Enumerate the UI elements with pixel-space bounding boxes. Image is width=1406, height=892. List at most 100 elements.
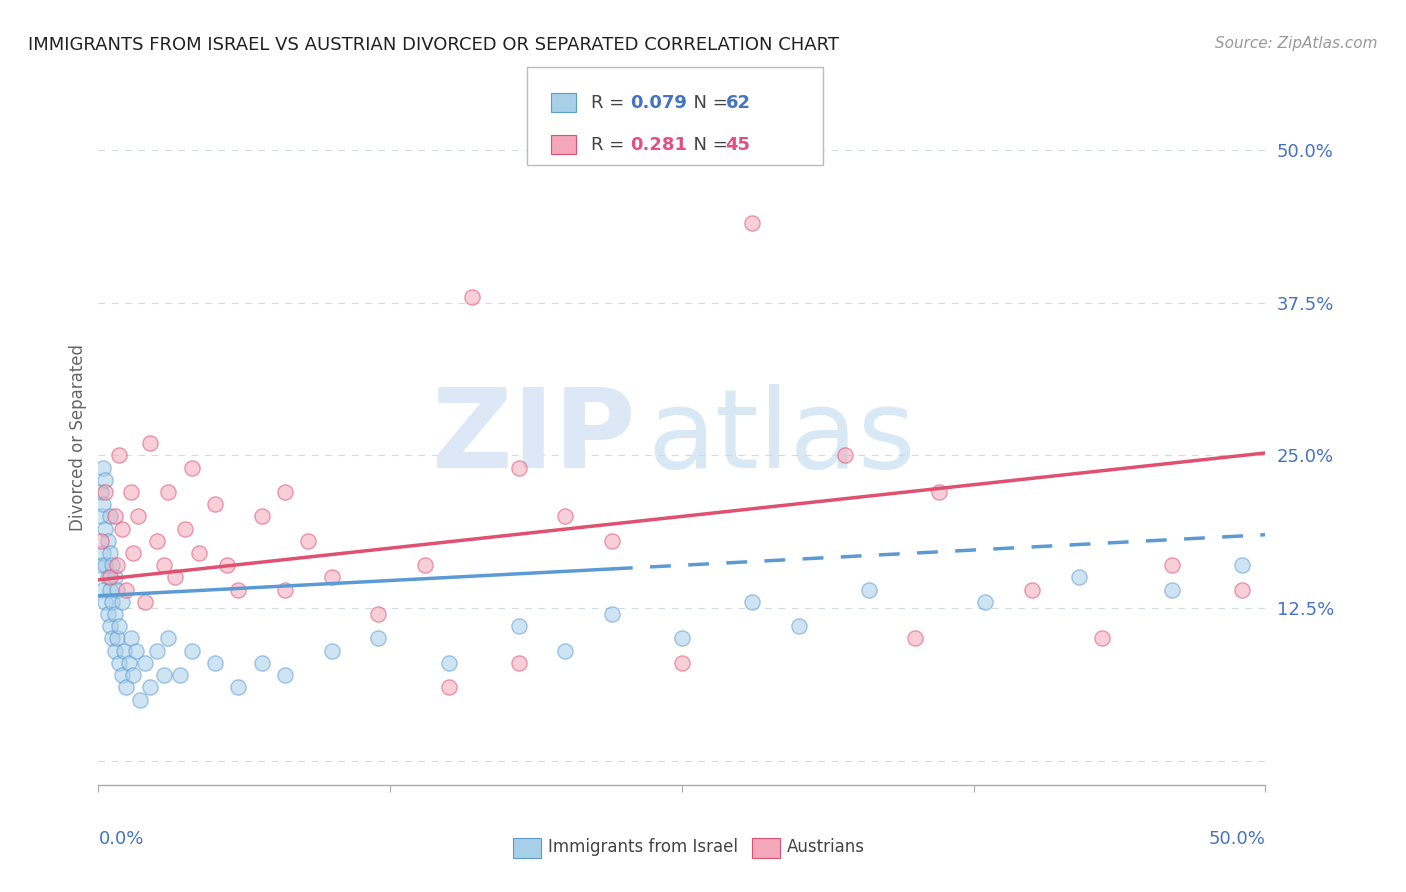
Point <box>297 533 319 548</box>
Point <box>600 607 623 621</box>
Point <box>204 656 226 670</box>
Point <box>105 582 128 597</box>
Point <box>274 668 297 682</box>
Point <box>321 643 343 657</box>
Point <box>111 668 134 682</box>
Point <box>104 509 127 524</box>
Point <box>98 582 121 597</box>
Point <box>152 668 174 682</box>
Point <box>152 558 174 573</box>
Point <box>413 558 436 573</box>
Point <box>105 558 128 573</box>
Point <box>554 509 576 524</box>
Point <box>139 681 162 695</box>
Point <box>180 643 202 657</box>
Point <box>90 533 112 548</box>
Point <box>461 290 484 304</box>
Text: N =: N = <box>682 136 734 153</box>
Text: ZIP: ZIP <box>432 384 636 491</box>
Point <box>215 558 238 573</box>
Point <box>1067 570 1090 584</box>
Point <box>111 595 134 609</box>
Point <box>104 607 127 621</box>
Point <box>1161 582 1184 597</box>
Point <box>858 582 880 597</box>
Point <box>1161 558 1184 573</box>
Point <box>122 668 145 682</box>
Point <box>157 632 180 646</box>
Text: Austrians: Austrians <box>787 838 865 856</box>
Point <box>1091 632 1114 646</box>
Point <box>228 582 250 597</box>
Point <box>94 485 117 500</box>
Point <box>165 570 187 584</box>
Point <box>120 632 142 646</box>
Point <box>94 558 117 573</box>
Text: 50.0%: 50.0% <box>1209 830 1265 847</box>
Text: 0.281: 0.281 <box>630 136 688 153</box>
Text: Source: ZipAtlas.com: Source: ZipAtlas.com <box>1215 36 1378 51</box>
Point <box>671 656 693 670</box>
Point <box>974 595 997 609</box>
Text: IMMIGRANTS FROM ISRAEL VS AUSTRIAN DIVORCED OR SEPARATED CORRELATION CHART: IMMIGRANTS FROM ISRAEL VS AUSTRIAN DIVOR… <box>28 36 839 54</box>
Point <box>98 570 121 584</box>
Point <box>112 643 135 657</box>
Point <box>97 607 120 621</box>
Point <box>204 497 226 511</box>
Point <box>120 485 142 500</box>
Point <box>94 522 117 536</box>
Text: R =: R = <box>591 94 630 112</box>
Point <box>101 632 124 646</box>
Point <box>101 595 124 609</box>
Point <box>834 449 856 463</box>
Point <box>671 632 693 646</box>
Point <box>146 643 169 657</box>
Point <box>787 619 810 633</box>
Point <box>127 509 149 524</box>
Point <box>98 509 121 524</box>
Point <box>98 546 121 560</box>
Point <box>94 595 117 609</box>
Point <box>508 656 530 670</box>
Point <box>741 595 763 609</box>
Text: R =: R = <box>591 136 630 153</box>
Point <box>94 473 117 487</box>
Point <box>904 632 927 646</box>
Point <box>187 546 209 560</box>
Point <box>134 595 156 609</box>
Point <box>367 607 389 621</box>
Point <box>108 619 131 633</box>
Point <box>139 436 162 450</box>
Point <box>97 570 120 584</box>
Text: 0.0%: 0.0% <box>98 830 143 847</box>
Text: Immigrants from Israel: Immigrants from Israel <box>548 838 738 856</box>
Point <box>91 497 114 511</box>
Point <box>101 558 124 573</box>
Point <box>90 509 112 524</box>
Point <box>97 533 120 548</box>
Point <box>90 558 112 573</box>
Point <box>90 485 112 500</box>
Point <box>104 643 127 657</box>
Point <box>1230 558 1253 573</box>
Point <box>508 619 530 633</box>
Point <box>169 668 191 682</box>
Point <box>274 582 297 597</box>
Point <box>157 485 180 500</box>
Point <box>1230 582 1253 597</box>
Point <box>928 485 950 500</box>
Point <box>115 681 138 695</box>
Point <box>129 692 152 706</box>
Point <box>146 533 169 548</box>
Point <box>180 460 202 475</box>
Point <box>105 632 128 646</box>
Point <box>91 582 114 597</box>
Point <box>173 522 195 536</box>
Point <box>367 632 389 646</box>
Text: 0.079: 0.079 <box>630 94 686 112</box>
Point <box>108 656 131 670</box>
Point <box>122 546 145 560</box>
Y-axis label: Divorced or Separated: Divorced or Separated <box>69 343 87 531</box>
Point <box>91 460 114 475</box>
Point <box>91 546 114 560</box>
